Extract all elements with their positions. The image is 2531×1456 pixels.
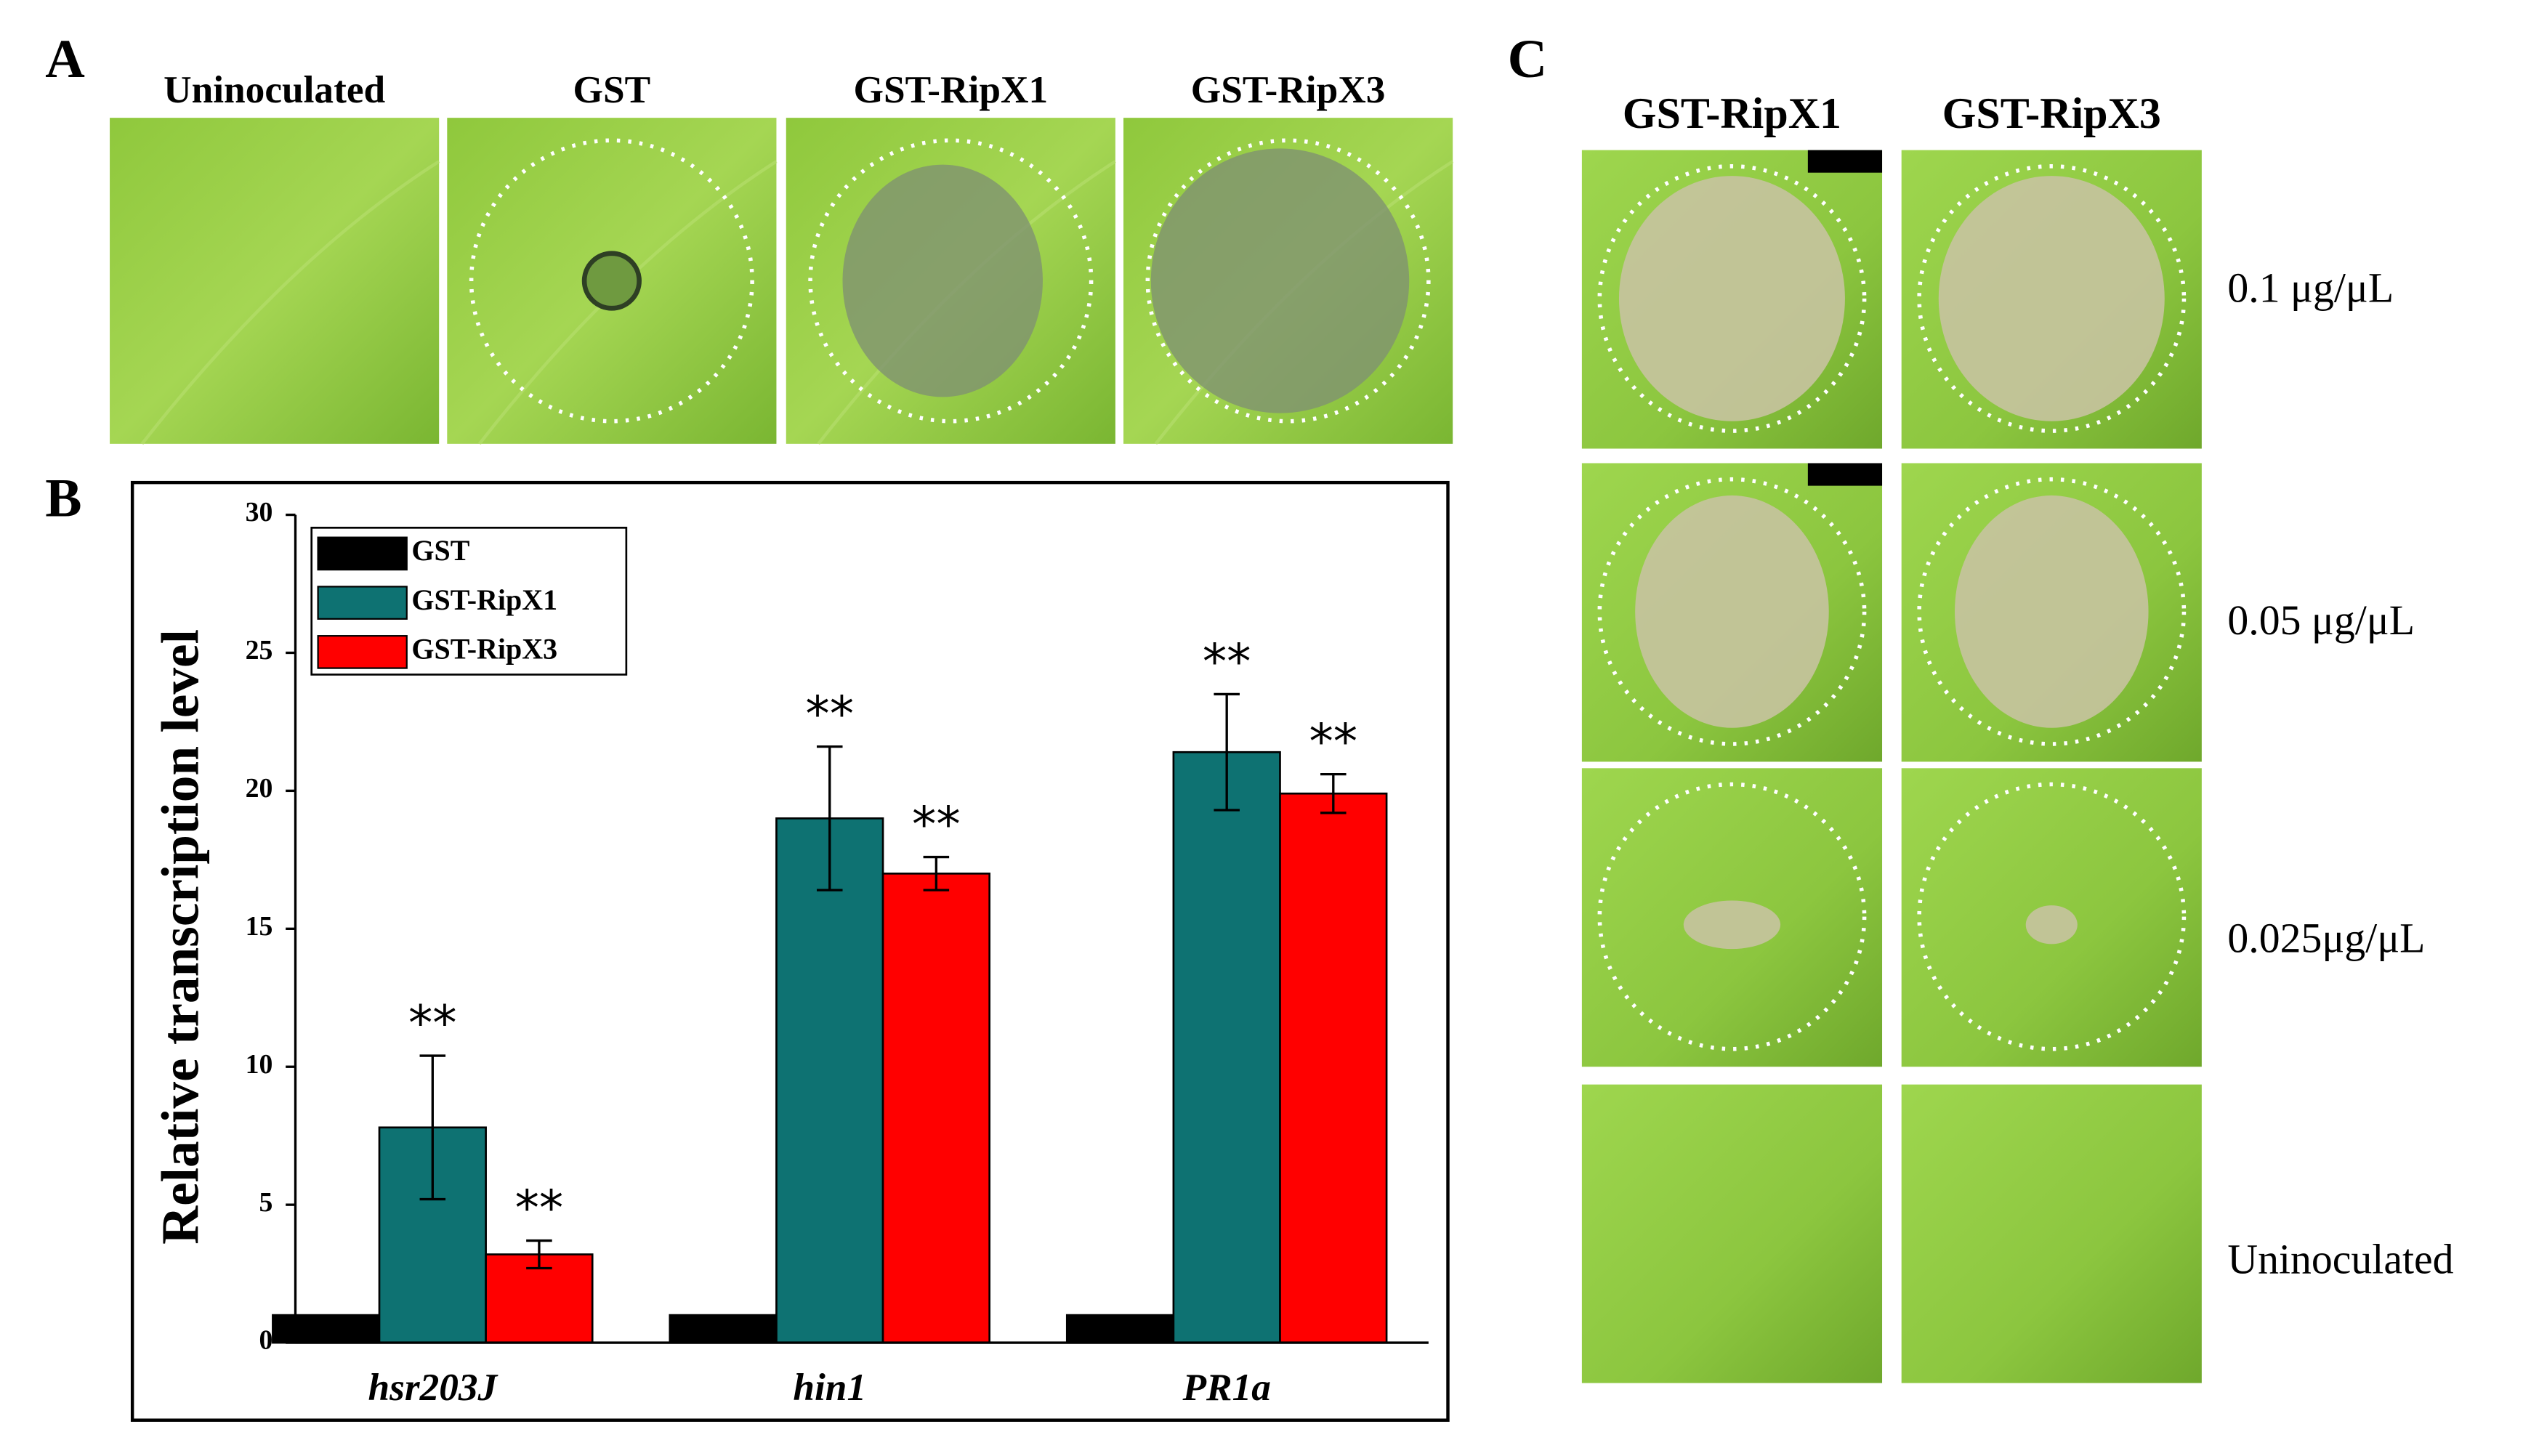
column-label: GST (573, 68, 651, 111)
bar (1065, 1314, 1175, 1344)
photo-corner (1807, 463, 1883, 486)
y-tick-label: 5 (259, 1187, 273, 1218)
inoculation-circle (1917, 164, 2187, 433)
x-tick-label: PR1a (1182, 1365, 1270, 1409)
error-bar (1214, 692, 1240, 812)
legend-label: GST-RipX1 (411, 583, 557, 616)
x-tick-label: hsr203J (368, 1365, 498, 1409)
leaf-photo (1581, 1084, 1883, 1383)
inoculation-circle (1597, 164, 1867, 433)
inoculation-circle (1917, 782, 2187, 1051)
y-axis-label: Relative transcription level (150, 629, 209, 1245)
significance-mark: ** (1309, 713, 1357, 770)
significance-mark: ** (805, 686, 854, 743)
column-label: GST-RipX1 (1623, 89, 1841, 137)
bar (1279, 792, 1388, 1344)
legend-swatch (317, 586, 408, 620)
lesion (1618, 176, 1845, 421)
lesion (1635, 495, 1829, 728)
y-tick-label: 10 (246, 1049, 273, 1080)
row-label: 0.05 μg/μL (2227, 598, 2415, 644)
legend-label: GST (411, 534, 469, 567)
legend-label: GST-RipX3 (411, 633, 557, 666)
significance-mark: ** (912, 796, 961, 853)
y-tick-label: 25 (246, 635, 273, 666)
lesion (581, 251, 642, 311)
lesion (1938, 176, 2165, 421)
error-bar (816, 745, 843, 891)
column-label: Uninoculated (164, 68, 385, 111)
panel-label: B (45, 468, 81, 528)
column-label: GST-RipX1 (854, 68, 1049, 111)
bar (881, 873, 990, 1344)
inoculation-circle (1597, 782, 1867, 1051)
lesion (1954, 495, 2149, 728)
bar (669, 1314, 778, 1344)
error-bar (923, 855, 950, 891)
inoculation-circle (1145, 138, 1431, 424)
significance-mark: ** (408, 995, 457, 1051)
x-tick-label: hin1 (793, 1365, 866, 1409)
inoculation-circle (808, 138, 1094, 424)
significance-mark: ** (1203, 634, 1251, 690)
lesion (842, 164, 1043, 397)
inoculation-circle (1917, 477, 2187, 746)
column-label: GST-RipX3 (1942, 89, 2161, 137)
panel-label: C (1508, 29, 1548, 89)
inoculation-circle (469, 138, 754, 424)
photo-corner (1807, 150, 1883, 173)
panel-label: A (45, 29, 85, 89)
y-tick-label: 15 (246, 911, 273, 942)
error-bar (419, 1054, 446, 1201)
leaf-photo (110, 118, 440, 444)
bar (272, 1314, 381, 1344)
column-label: GST-RipX3 (1191, 68, 1386, 111)
row-label: Uninoculated (2227, 1237, 2453, 1282)
y-tick-label: 20 (246, 773, 273, 804)
row-label: 0.025μg/μL (2227, 915, 2425, 961)
bar (775, 817, 884, 1344)
y-tick-label: 30 (246, 497, 273, 527)
significance-mark: ** (515, 1180, 564, 1237)
y-tick-label: 0 (259, 1325, 273, 1356)
bar (1172, 751, 1281, 1344)
row-label: 0.1 μg/μL (2227, 265, 2394, 311)
leaf-vein (140, 160, 440, 445)
error-bar (1320, 772, 1347, 814)
leaf-photo (1901, 1084, 2202, 1383)
panel-b-frame (130, 480, 1450, 1422)
error-bar (526, 1239, 552, 1270)
legend-swatch (317, 536, 408, 571)
legend-swatch (317, 635, 408, 669)
lesion (1150, 148, 1410, 413)
inoculation-circle (1597, 477, 1867, 746)
lesion (1683, 900, 1781, 950)
lesion (2025, 905, 2078, 945)
